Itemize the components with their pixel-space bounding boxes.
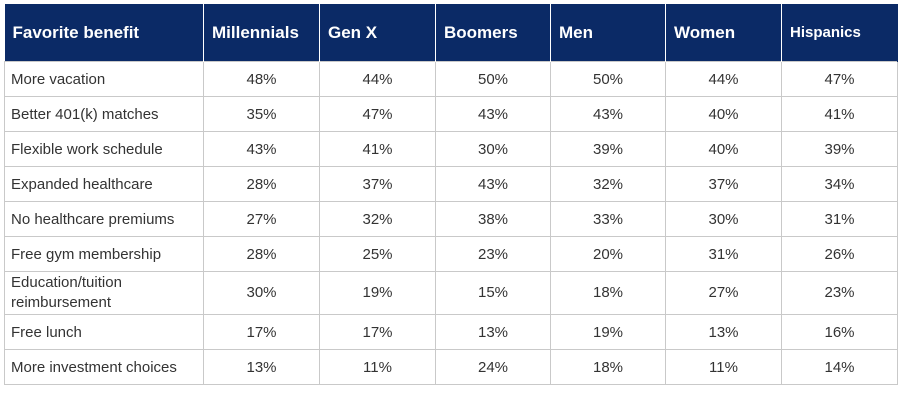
table-cell: 18% bbox=[550, 271, 666, 315]
table-row: Free lunch 17% 17% 13% 19% 13% 16% bbox=[4, 314, 898, 350]
table-cell: 16% bbox=[781, 314, 898, 350]
table-cell: 32% bbox=[319, 201, 436, 237]
table-cell: 44% bbox=[665, 61, 782, 97]
table-cell: 13% bbox=[203, 349, 320, 385]
row-label: More vacation bbox=[4, 61, 204, 97]
row-label: Expanded healthcare bbox=[4, 166, 204, 202]
table-cell: 19% bbox=[550, 314, 666, 350]
table-cell: 37% bbox=[319, 166, 436, 202]
header-cell-favorite-benefit: Favorite benefit bbox=[4, 4, 204, 62]
table-cell: 44% bbox=[319, 61, 436, 97]
header-cell-gen-x: Gen X bbox=[319, 4, 436, 62]
table-row: No healthcare premiums 27% 32% 38% 33% 3… bbox=[4, 201, 898, 237]
header-cell-boomers: Boomers bbox=[435, 4, 551, 62]
table-cell: 48% bbox=[203, 61, 320, 97]
table-cell: 43% bbox=[435, 96, 551, 132]
header-cell-millennials: Millennials bbox=[203, 4, 320, 62]
table-cell: 50% bbox=[550, 61, 666, 97]
table-row: Better 401(k) matches 35% 47% 43% 43% 40… bbox=[4, 96, 898, 132]
table-cell: 13% bbox=[665, 314, 782, 350]
table-cell: 38% bbox=[435, 201, 551, 237]
table-row: Expanded healthcare 28% 37% 43% 32% 37% … bbox=[4, 166, 898, 202]
table-cell: 40% bbox=[665, 131, 782, 167]
table-cell: 19% bbox=[319, 271, 436, 315]
table-cell: 26% bbox=[781, 236, 898, 272]
table-cell: 35% bbox=[203, 96, 320, 132]
table-cell: 11% bbox=[665, 349, 782, 385]
table-cell: 50% bbox=[435, 61, 551, 97]
header-row: Favorite benefit Millennials Gen X Boome… bbox=[4, 4, 898, 62]
table-cell: 24% bbox=[435, 349, 551, 385]
header-cell-women: Women bbox=[665, 4, 782, 62]
row-label: Free gym membership bbox=[4, 236, 204, 272]
table-cell: 31% bbox=[665, 236, 782, 272]
benefits-table: Favorite benefit Millennials Gen X Boome… bbox=[4, 4, 898, 385]
table-cell: 17% bbox=[203, 314, 320, 350]
header-cell-men: Men bbox=[550, 4, 666, 62]
row-label: Education/tuition reimbursement bbox=[4, 271, 204, 315]
table-cell: 43% bbox=[203, 131, 320, 167]
table-cell: 41% bbox=[781, 96, 898, 132]
table-cell: 17% bbox=[319, 314, 436, 350]
table-cell: 43% bbox=[435, 166, 551, 202]
table-row: More investment choices 13% 11% 24% 18% … bbox=[4, 349, 898, 385]
table-cell: 30% bbox=[435, 131, 551, 167]
row-label: Free lunch bbox=[4, 314, 204, 350]
row-label: More investment choices bbox=[4, 349, 204, 385]
table-cell: 47% bbox=[319, 96, 436, 132]
table-cell: 41% bbox=[319, 131, 436, 167]
table-cell: 30% bbox=[203, 271, 320, 315]
table-cell: 30% bbox=[665, 201, 782, 237]
table-cell: 39% bbox=[781, 131, 898, 167]
row-label: Better 401(k) matches bbox=[4, 96, 204, 132]
table-cell: 47% bbox=[781, 61, 898, 97]
table-cell: 37% bbox=[665, 166, 782, 202]
table-cell: 23% bbox=[435, 236, 551, 272]
table-cell: 43% bbox=[550, 96, 666, 132]
row-label: Flexible work schedule bbox=[4, 131, 204, 167]
table-cell: 31% bbox=[781, 201, 898, 237]
table-cell: 15% bbox=[435, 271, 551, 315]
table-row: Free gym membership 28% 25% 23% 20% 31% … bbox=[4, 236, 898, 272]
table-cell: 27% bbox=[203, 201, 320, 237]
table-cell: 27% bbox=[665, 271, 782, 315]
table-cell: 28% bbox=[203, 236, 320, 272]
table-cell: 25% bbox=[319, 236, 436, 272]
table-cell: 11% bbox=[319, 349, 436, 385]
table-cell: 40% bbox=[665, 96, 782, 132]
table-row: Flexible work schedule 43% 41% 30% 39% 4… bbox=[4, 131, 898, 167]
table-cell: 34% bbox=[781, 166, 898, 202]
table-cell: 20% bbox=[550, 236, 666, 272]
table-cell: 33% bbox=[550, 201, 666, 237]
header-cell-hispanics: Hispanics bbox=[781, 4, 898, 62]
table-row: Education/tuition reimbursement 30% 19% … bbox=[4, 271, 898, 315]
table-cell: 32% bbox=[550, 166, 666, 202]
table-cell: 39% bbox=[550, 131, 666, 167]
table-cell: 13% bbox=[435, 314, 551, 350]
table-row: More vacation 48% 44% 50% 50% 44% 47% bbox=[4, 61, 898, 97]
table-cell: 28% bbox=[203, 166, 320, 202]
row-label: No healthcare premiums bbox=[4, 201, 204, 237]
table-cell: 18% bbox=[550, 349, 666, 385]
table-cell: 14% bbox=[781, 349, 898, 385]
table-cell: 23% bbox=[781, 271, 898, 315]
